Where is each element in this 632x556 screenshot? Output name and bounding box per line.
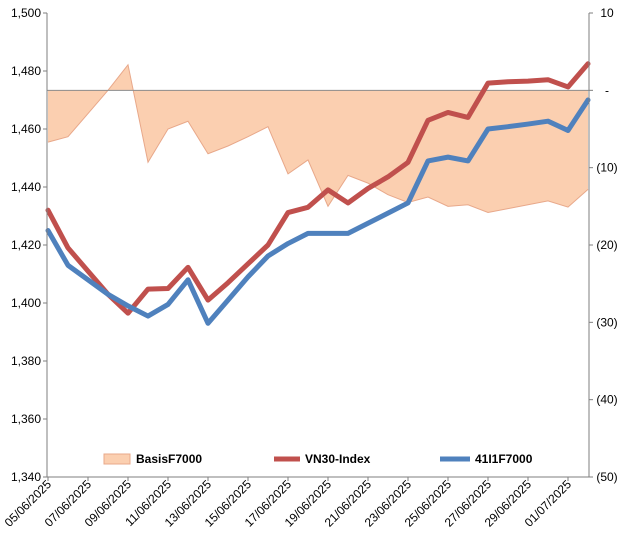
legend-label-41i1f7000: 41I1F7000	[475, 452, 533, 466]
left-tick-label: 1,340	[11, 470, 41, 484]
left-axis-tick-labels: 1,340 1,360 1,380 1,400 1,420 1,440 1,460 1,480…	[11, 6, 41, 484]
left-tick-label: 1,400	[11, 296, 41, 310]
right-tick-label: (20)	[596, 238, 617, 252]
left-tick-label: 1,500	[11, 6, 41, 20]
line-series-layer	[45, 61, 591, 326]
axes	[43, 12, 593, 481]
x-axis-tick-labels: 05/06/202507/06/202509/06/202511/06/2025…	[2, 477, 575, 530]
legend: BasisF7000 VN30-Index 41I1F7000	[103, 452, 533, 466]
right-tick-label: (40)	[596, 393, 617, 407]
right-tick-label: (10)	[596, 161, 617, 175]
left-tick-label: 1,440	[11, 180, 41, 194]
right-tick-label: -	[605, 83, 609, 97]
right-tick-label: (30)	[596, 315, 617, 329]
area-basisf7000	[48, 64, 588, 213]
right-axis-tick-labels: 10 - (10) (20) (30) (40) (50)	[596, 6, 617, 484]
left-tick-label: 1,380	[11, 354, 41, 368]
basis-area-layer	[47, 63, 589, 214]
legend-label-basisf7000: BasisF7000	[136, 452, 202, 466]
right-tick-label: 10	[600, 6, 614, 20]
left-tick-label: 1,420	[11, 238, 41, 252]
line-41i1f7000	[45, 97, 591, 326]
line-vn30-index	[45, 61, 591, 316]
legend-swatch-basisf7000	[103, 453, 131, 465]
area-edge-basisf7000	[47, 63, 589, 214]
left-tick-label: 1,460	[11, 122, 41, 136]
legend-label-vn30-index: VN30-Index	[305, 452, 371, 466]
left-tick-label: 1,480	[11, 64, 41, 78]
left-tick-label: 1,360	[11, 412, 41, 426]
right-tick-label: (50)	[596, 470, 617, 484]
